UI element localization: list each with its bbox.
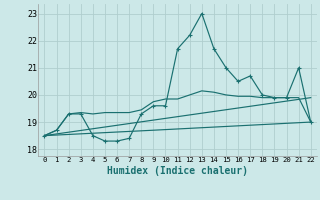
X-axis label: Humidex (Indice chaleur): Humidex (Indice chaleur)	[107, 166, 248, 176]
